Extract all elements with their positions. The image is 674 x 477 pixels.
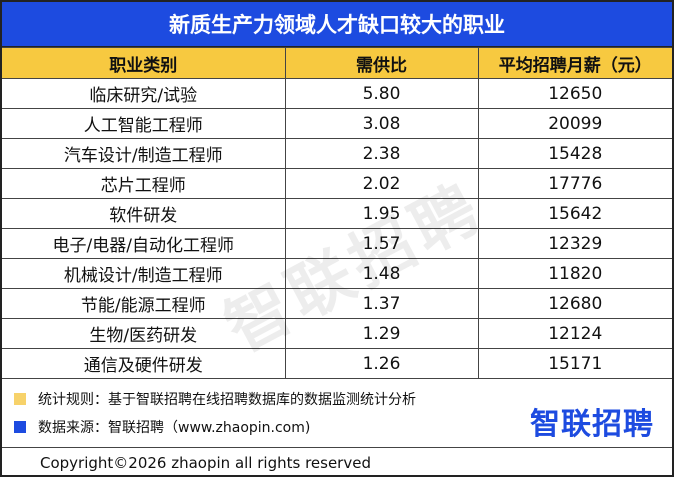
table-cell: 人工智能工程师 (2, 108, 286, 139)
table-cell: 2.02 (284, 168, 479, 199)
table-row: 通信及硬件研发 1.26 15171 (2, 348, 672, 379)
note: 数据来源：智联招聘（www.zhaopin.com) (14, 417, 310, 437)
table-cell: 1.95 (284, 198, 479, 229)
table-cell: 通信及硬件研发 (2, 348, 286, 379)
logo: 智联招聘 (530, 407, 654, 442)
table-row: 汽车设计/制造工程师 2.38 15428 (2, 138, 672, 169)
table-cell: 1.48 (284, 258, 479, 289)
note-text: 数据来源：智联招聘（www.zhaopin.com) (38, 420, 311, 436)
table-cell: 2.38 (284, 138, 479, 169)
table-row: 临床研究/试验 5.80 12650 (2, 78, 672, 109)
table-cell: 1.37 (284, 288, 479, 319)
table-cell: 1.29 (284, 318, 479, 349)
note: 统计规则：基于智联招聘在线招聘数据库的数据监测统计分析 (14, 389, 416, 409)
table-cell: 12680 (477, 288, 672, 319)
table-row: 电子/电器/自动化工程师 1.57 12329 (2, 228, 672, 259)
table-row: 人工智能工程师 3.08 20099 (2, 108, 672, 139)
legend-square (14, 421, 26, 433)
table-cell: 12124 (477, 318, 672, 349)
table-cell: 11820 (477, 258, 672, 289)
table-cell: 15428 (477, 138, 672, 169)
header-cell: 职业类别 (2, 47, 286, 79)
table-cell: 17776 (477, 168, 672, 199)
table-cell: 5.80 (284, 78, 479, 109)
title: 新质生产力领域人才缺口较大的职业 (2, 2, 672, 47)
table-cell: 电子/电器/自动化工程师 (2, 228, 286, 259)
table-cell: 20099 (477, 108, 672, 139)
copyright: Copyright©2026 zhaopin all rights reserv… (40, 454, 371, 472)
table-cell: 15642 (477, 198, 672, 229)
header-cell: 平均招聘月薪（元） (477, 47, 672, 79)
table-cell: 1.57 (284, 228, 479, 259)
table-cell: 15171 (477, 348, 672, 379)
table-cell: 1.26 (284, 348, 479, 379)
table-row: 软件研发 1.95 15642 (2, 198, 672, 229)
table-cell: 软件研发 (2, 198, 286, 229)
table-cell: 生物/医药研发 (2, 318, 286, 349)
note-text: 统计规则：基于智联招聘在线招聘数据库的数据监测统计分析 (38, 392, 416, 408)
table-cell: 临床研究/试验 (2, 78, 286, 109)
header-cell: 需供比 (284, 47, 479, 79)
legend-square (14, 393, 26, 405)
table-cell: 12650 (477, 78, 672, 109)
table-row: 机械设计/制造工程师 1.48 11820 (2, 258, 672, 289)
table-cell: 3.08 (284, 108, 479, 139)
table-body: 临床研究/试验 5.80 12650 人工智能工程师 3.08 20099 汽车设计/制造工… (2, 78, 672, 379)
table-cell: 芯片工程师 (2, 168, 286, 199)
table-row: 芯片工程师 2.02 17776 (2, 168, 672, 199)
table-row: 节能/能源工程师 1.37 12680 (2, 288, 672, 319)
footer: 统计规则：基于智联招聘在线招聘数据库的数据监测统计分析 数据来源：智联招聘（ww… (2, 379, 672, 448)
table-row: 生物/医药研发 1.29 12124 (2, 318, 672, 349)
header-row: 职业类别 需供比 平均招聘月薪（元） (2, 47, 672, 79)
table-cell: 12329 (477, 228, 672, 259)
table: 职业类别 需供比 平均招聘月薪（元） 临床研究/试验 5.80 12650 人工智能工程师… (2, 47, 672, 379)
table-cell: 机械设计/制造工程师 (2, 258, 286, 289)
table-cell: 汽车设计/制造工程师 (2, 138, 286, 169)
table-cell: 节能/能源工程师 (2, 288, 286, 319)
